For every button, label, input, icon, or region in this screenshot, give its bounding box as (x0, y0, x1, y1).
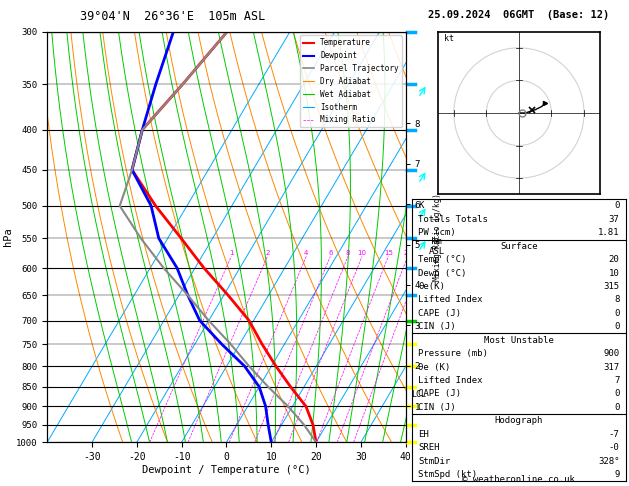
Text: 315: 315 (603, 282, 620, 291)
Text: PW (cm): PW (cm) (418, 228, 456, 237)
Text: Most Unstable: Most Unstable (484, 336, 554, 345)
Text: StmSpd (kt): StmSpd (kt) (418, 470, 477, 479)
Text: Mixing Ratio (g/kg): Mixing Ratio (g/kg) (433, 193, 442, 281)
Text: 1: 1 (229, 250, 233, 257)
Text: 900: 900 (603, 349, 620, 358)
Text: StmDir: StmDir (418, 456, 450, 466)
X-axis label: Dewpoint / Temperature (°C): Dewpoint / Temperature (°C) (142, 465, 311, 475)
Text: CIN (J): CIN (J) (418, 403, 456, 412)
Text: -0: -0 (609, 443, 620, 452)
Text: Dewp (°C): Dewp (°C) (418, 269, 467, 278)
Text: 0: 0 (614, 322, 620, 331)
Text: 39°04'N  26°36'E  105m ASL: 39°04'N 26°36'E 105m ASL (80, 10, 265, 23)
Text: CIN (J): CIN (J) (418, 322, 456, 331)
Text: 8: 8 (346, 250, 350, 257)
Text: 25.09.2024  06GMT  (Base: 12): 25.09.2024 06GMT (Base: 12) (428, 10, 610, 19)
Text: Totals Totals: Totals Totals (418, 215, 488, 224)
Text: 0: 0 (614, 389, 620, 399)
Text: LCL: LCL (411, 390, 426, 399)
Text: θe(K): θe(K) (418, 282, 445, 291)
Text: SREH: SREH (418, 443, 440, 452)
Text: 10: 10 (609, 269, 620, 278)
Text: 0: 0 (614, 309, 620, 318)
Text: 20: 20 (403, 250, 412, 257)
Text: 15: 15 (384, 250, 392, 257)
Text: -7: -7 (609, 430, 620, 439)
Text: 6: 6 (328, 250, 333, 257)
Text: Hodograph: Hodograph (495, 416, 543, 425)
Text: Lifted Index: Lifted Index (418, 295, 483, 304)
Text: Temp (°C): Temp (°C) (418, 255, 467, 264)
Text: CAPE (J): CAPE (J) (418, 389, 462, 399)
Y-axis label: hPa: hPa (3, 227, 13, 246)
Text: K: K (418, 202, 424, 210)
Text: 10: 10 (357, 250, 367, 257)
Text: EH: EH (418, 430, 429, 439)
Text: 7: 7 (614, 376, 620, 385)
Legend: Temperature, Dewpoint, Parcel Trajectory, Dry Adiabat, Wet Adiabat, Isotherm, Mi: Temperature, Dewpoint, Parcel Trajectory… (299, 35, 402, 127)
Text: 328°: 328° (598, 456, 620, 466)
Y-axis label: km
ASL: km ASL (429, 237, 445, 256)
Text: 25: 25 (418, 250, 427, 257)
Text: 0: 0 (614, 202, 620, 210)
Text: 37: 37 (609, 215, 620, 224)
Text: 0: 0 (614, 403, 620, 412)
Text: Pressure (mb): Pressure (mb) (418, 349, 488, 358)
Text: kt: kt (444, 35, 454, 43)
Text: 2: 2 (265, 250, 270, 257)
Text: 20: 20 (609, 255, 620, 264)
Text: © weatheronline.co.uk: © weatheronline.co.uk (462, 474, 576, 484)
Text: 4: 4 (304, 250, 308, 257)
Text: CAPE (J): CAPE (J) (418, 309, 462, 318)
Text: 1.81: 1.81 (598, 228, 620, 237)
Text: 8: 8 (614, 295, 620, 304)
Text: Lifted Index: Lifted Index (418, 376, 483, 385)
Text: 317: 317 (603, 363, 620, 371)
Text: θe (K): θe (K) (418, 363, 450, 371)
Text: 9: 9 (614, 470, 620, 479)
Text: Surface: Surface (500, 242, 538, 251)
